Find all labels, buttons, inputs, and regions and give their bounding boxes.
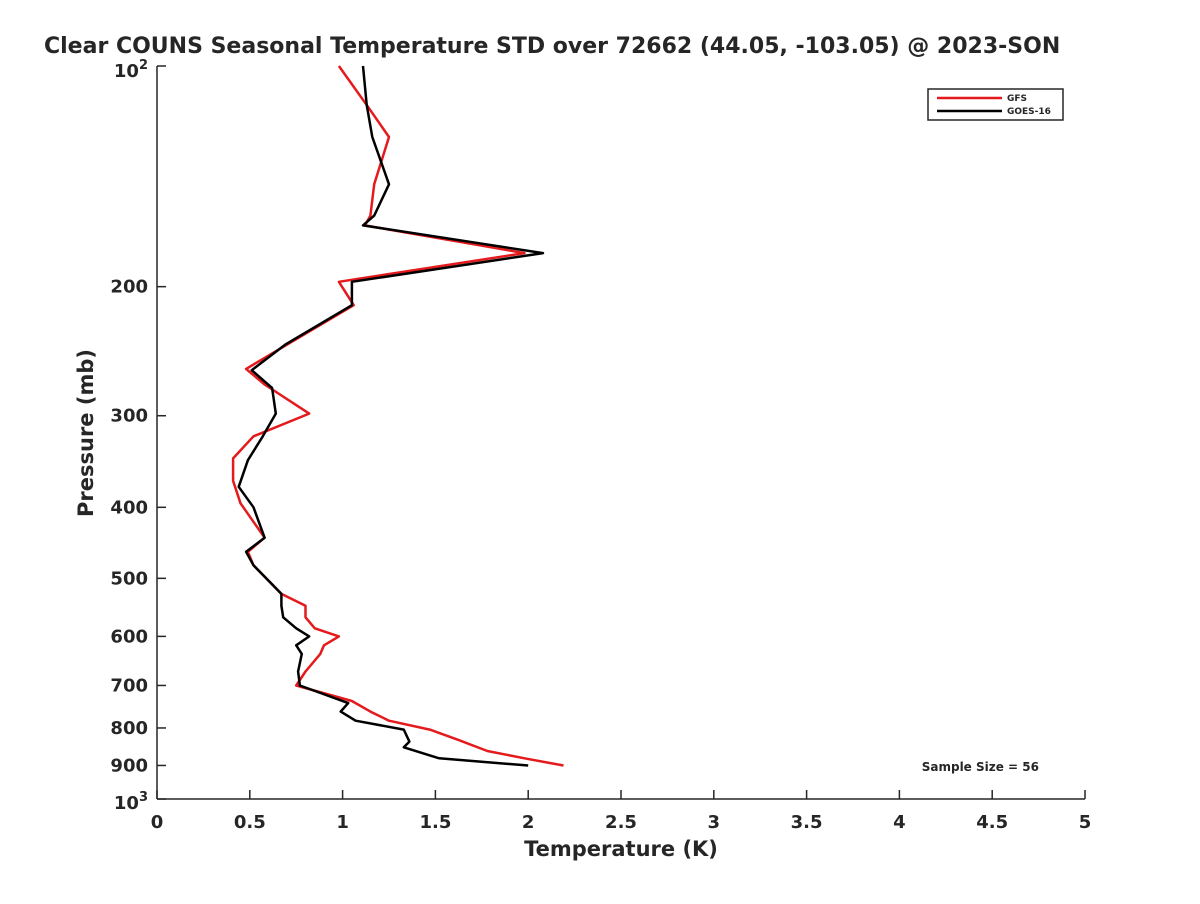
legend-box bbox=[927, 88, 1064, 121]
y-tick-label: 400 bbox=[110, 497, 148, 518]
chart-title: Clear COUNS Seasonal Temperature STD ove… bbox=[44, 34, 1060, 59]
y-tick-label: 300 bbox=[110, 406, 148, 427]
x-tick-label: 5 bbox=[1079, 812, 1092, 833]
plot-lines bbox=[231, 65, 564, 767]
x-tick-label: 3.5 bbox=[791, 812, 823, 833]
x-tick-label: 0.5 bbox=[234, 812, 266, 833]
y-tick-label-bottom: 103 bbox=[114, 790, 148, 814]
x-tick-label: 2 bbox=[522, 812, 535, 833]
legend: GFS GOES-16 bbox=[927, 88, 1064, 121]
y-tick-label: 200 bbox=[110, 277, 148, 298]
x-tick-label: 2.5 bbox=[605, 812, 637, 833]
x-tick-label: 1.5 bbox=[419, 812, 451, 833]
y-tick-label: 900 bbox=[110, 755, 148, 776]
y-tick-label-top: 102 bbox=[114, 58, 148, 82]
x-tick-label: 3 bbox=[708, 812, 721, 833]
y-axis-label: Pressure (mb) bbox=[74, 349, 98, 517]
y-tick-label: 600 bbox=[110, 626, 148, 647]
legend-label-gfs: GFS bbox=[1007, 94, 1027, 104]
x-axis-label: Temperature (K) bbox=[524, 837, 718, 861]
x-tick-label: 4.5 bbox=[976, 812, 1008, 833]
y-ticks: 200 300 400 500 600 700 800 900 bbox=[110, 65, 166, 800]
sample-size-annotation: Sample Size = 56 bbox=[922, 760, 1039, 774]
series-line-gfs bbox=[231, 65, 564, 767]
y-tick-label: 800 bbox=[110, 718, 148, 739]
x-tick-label: 1 bbox=[336, 812, 349, 833]
legend-label-goes16: GOES-16 bbox=[1007, 107, 1051, 117]
y-tick-label: 700 bbox=[110, 675, 148, 696]
series-line-goes16 bbox=[237, 65, 545, 767]
y-tick-label: 500 bbox=[110, 568, 148, 589]
x-tick-label: 4 bbox=[893, 812, 906, 833]
x-ticks: 0 0.5 1 1.5 2 2.5 3 3.5 4 4.5 5 bbox=[151, 790, 1092, 833]
x-tick-label: 0 bbox=[151, 812, 164, 833]
